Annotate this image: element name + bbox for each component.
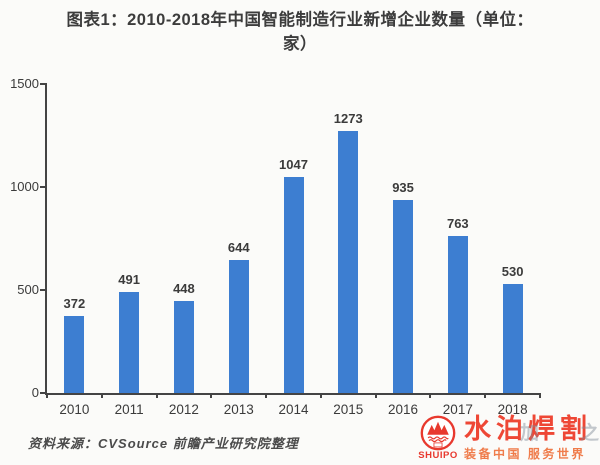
x-axis-category-label: 2013 [223, 402, 254, 417]
faint-watermark-char-1: 加 [520, 423, 540, 444]
bar-chart-plot-area: 0 500 1000 1500 372 2010 491 2011 448 2012 644 2013… [10, 76, 541, 417]
x-axis-tick [210, 393, 213, 398]
bar-2010 [64, 316, 85, 393]
x-axis-category-label: 2015 [333, 402, 364, 417]
y-axis-label: 0 [31, 385, 39, 400]
bar-2013 [228, 260, 249, 393]
brand-text: 水泊焊割 加 之 [464, 414, 599, 445]
bar-value-label: 1273 [333, 110, 363, 126]
chart-title-line2: 家） [283, 35, 317, 53]
bar-2017 [447, 235, 468, 393]
y-axis-label: 1500 [10, 76, 39, 91]
bar-2011 [119, 291, 140, 393]
bar-value-label: 644 [227, 240, 250, 256]
chart-title-line1: 图表1：2010-2018年中国智能制造行业新增企业数量（单位： [66, 11, 534, 29]
shuipo-watermark: SHUIPO 水泊焊割 加 之 装备中国 服务世界 [417, 414, 599, 462]
brand-tagline: 装备中国 服务世界 [464, 447, 586, 461]
x-axis-tick [100, 393, 103, 398]
x-axis-tick [484, 393, 487, 398]
bar-2014 [283, 177, 304, 393]
y-axis-label: 1000 [10, 179, 39, 194]
x-axis-tick [319, 393, 322, 398]
bar-value-label: 448 [173, 280, 195, 296]
y-axis-tick [40, 83, 47, 85]
x-axis-category-label: 2010 [59, 402, 90, 417]
shuipo-logo-block: SHUIPO [417, 415, 459, 461]
x-axis-category-label: 2014 [278, 402, 309, 417]
bar-value-label: 763 [446, 215, 469, 231]
bar-value-label: 530 [501, 263, 524, 279]
x-axis-tick [374, 393, 377, 398]
x-axis-category-label: 2017 [442, 402, 473, 417]
x-axis-tick [46, 393, 48, 398]
shuipo-logo-text: SHUIPO [418, 450, 458, 461]
bar-value-label: 935 [392, 180, 414, 196]
x-axis-tick [265, 393, 268, 398]
brand-characters: 水泊焊割 [464, 414, 592, 444]
y-axis-tick [40, 392, 47, 394]
x-axis-category-label: 2018 [497, 402, 528, 417]
x-axis-category-label: 2016 [388, 402, 419, 417]
brand-block: 水泊焊割 加 之 装备中国 服务世界 [464, 414, 599, 462]
bar-2016 [393, 200, 414, 393]
source-note: 资料来源：CVSource 前瞻产业研究院整理 [28, 436, 299, 451]
bar-2015 [338, 130, 359, 393]
x-axis-tick [539, 393, 541, 398]
chart-title: 图表1：2010-2018年中国智能制造行业新增企业数量（单位： 家） [0, 8, 600, 56]
y-axis-label: 500 [17, 282, 39, 297]
y-axis-tick [40, 289, 47, 291]
x-axis-tick [155, 393, 158, 398]
y-axis-tick [40, 186, 47, 188]
bar-value-label: 372 [63, 296, 86, 312]
shuipo-logo-icon [420, 415, 456, 451]
x-axis-tick [429, 393, 432, 398]
x-axis-category-label: 2011 [114, 402, 144, 417]
bar-2018 [502, 283, 523, 393]
bar-value-label: 491 [118, 271, 140, 287]
bar-value-label: 1047 [279, 157, 308, 173]
faint-watermark-char-2: 之 [580, 423, 600, 444]
x-axis-category-label: 2012 [168, 402, 199, 417]
bar-2012 [173, 300, 194, 393]
